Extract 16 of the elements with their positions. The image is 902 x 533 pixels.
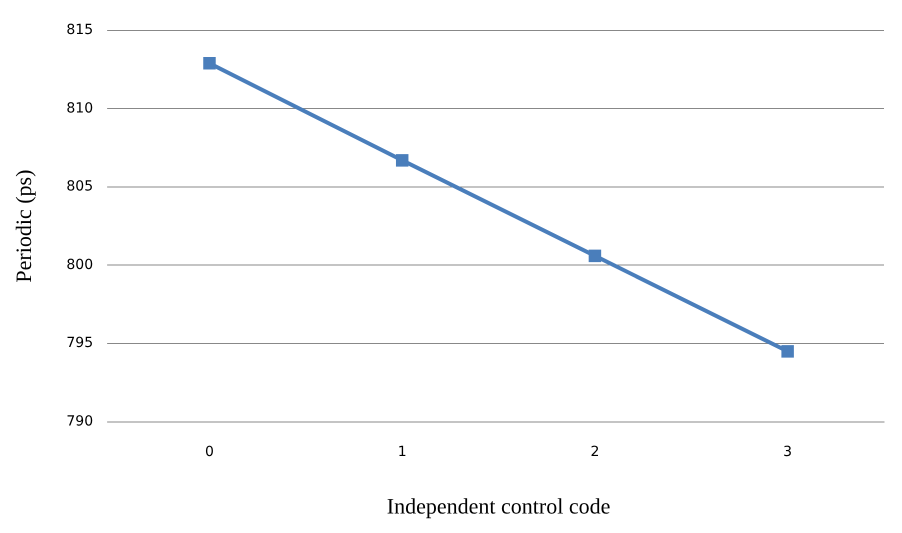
point [396,154,408,167]
y-tick-label: 815 [66,22,94,38]
x-tick-label: 2 [590,444,600,460]
y-tick-label: 810 [66,100,94,116]
x-tick-label: 0 [205,444,214,460]
y-axis-title: Periodic (ps) [10,170,36,283]
point [781,345,794,358]
y-tick-label: 795 [66,335,94,352]
point [588,250,602,262]
point [203,57,216,70]
y-tick-label: 800 [66,256,94,273]
x-tick-label: 3 [783,444,792,460]
x-axis-title: Independent control code [386,494,610,519]
x-tick-label: 1 [398,444,407,460]
y-tick-label: 805 [66,178,94,195]
y-tick-label: 790 [66,413,94,430]
